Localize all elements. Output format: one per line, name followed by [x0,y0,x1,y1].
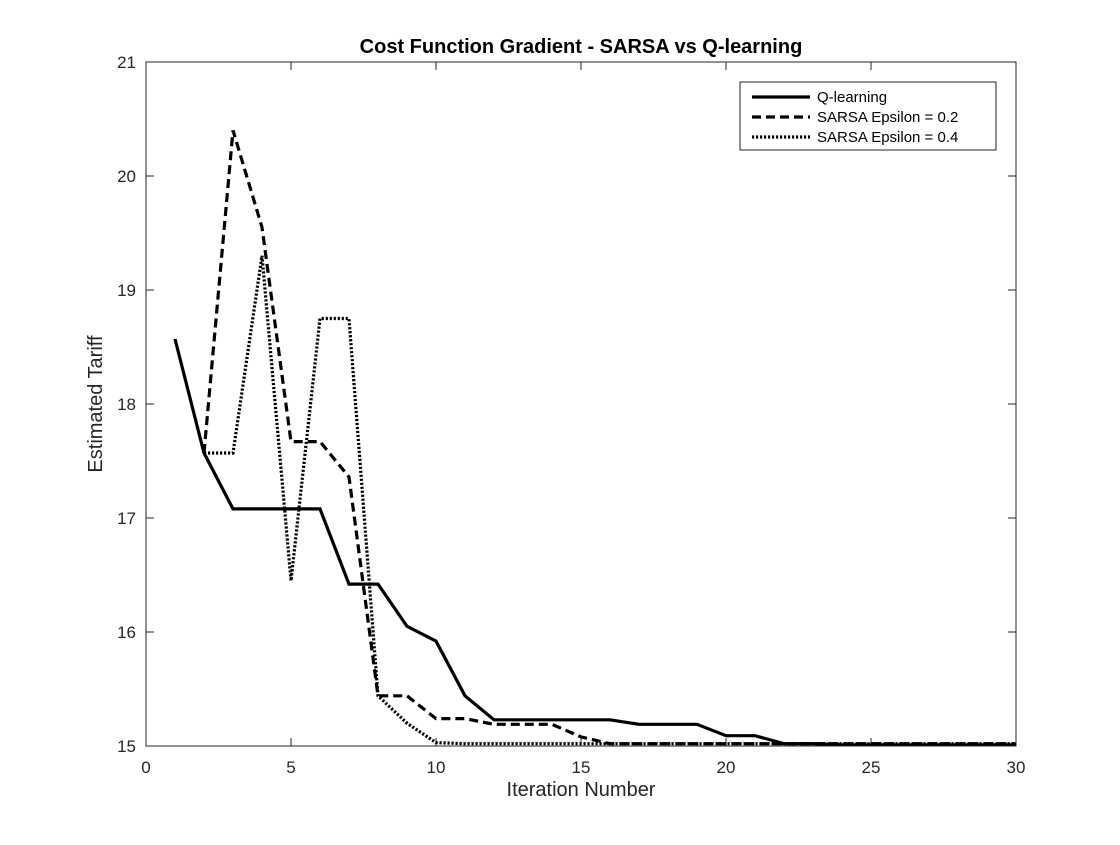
x-tick-label: 25 [862,758,881,777]
plot-area [146,62,1016,746]
series-line-sarsa-epsilon-0-4 [204,255,1016,746]
y-tick-label: 17 [117,509,136,528]
legend-label: SARSA Epsilon = 0.4 [817,129,958,146]
x-axis-label: Iteration Number [507,779,656,801]
y-tick-label: 19 [117,281,136,300]
legend-label: Q-learning [817,89,887,106]
plot-frame [145,61,1017,747]
y-axis-label: Estimated Tariff [85,335,107,473]
x-tick-label: 10 [427,758,446,777]
x-tick-label: 5 [286,758,295,777]
legend-items: Q-learning SARSA Epsilon = 0.2 SARSA Epsil… [752,89,958,146]
ticks-layer: 0 5 10 15 20 25 30 15 16 17 18 19 20 21 [117,53,1025,777]
y-tick-label: 18 [117,395,136,414]
x-tick-label: 15 [572,758,591,777]
legend-label: SARSA Epsilon = 0.2 [817,109,958,126]
chart-title: Cost Function Gradient - SARSA vs Q-lear… [360,36,803,58]
series-layer [173,129,1016,747]
x-tick-label: 0 [141,758,150,777]
y-tick-label: 15 [117,737,136,756]
y-tick-label: 20 [117,167,136,186]
x-tick-label: 20 [717,758,736,777]
y-tick-label: 16 [117,623,136,642]
x-tick-label: 30 [1007,758,1026,777]
y-tick-label: 21 [117,53,136,72]
series-line-sarsa-epsilon-0-2 [202,129,1016,746]
legend: Q-learning SARSA Epsilon = 0.2 SARSA Epsil… [739,81,997,151]
